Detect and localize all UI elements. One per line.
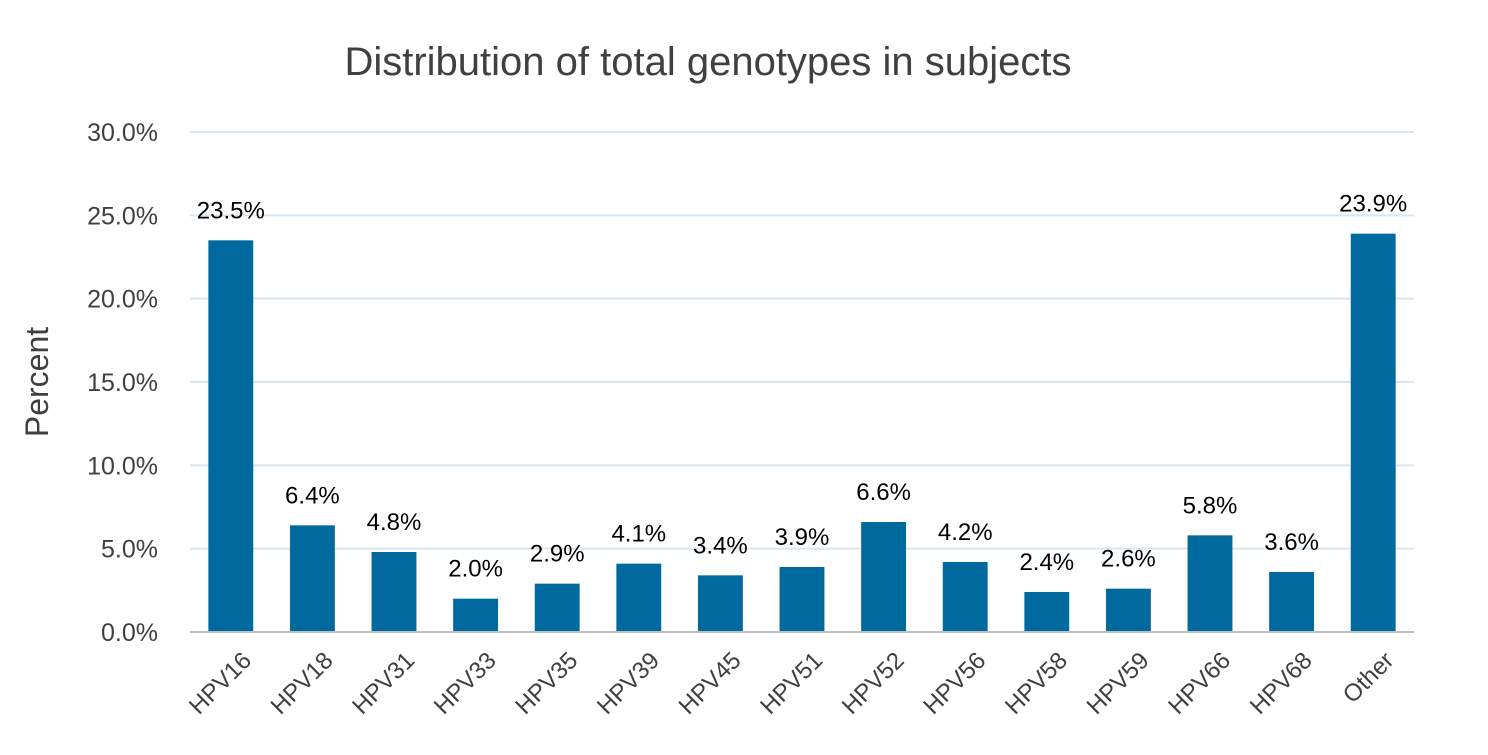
y-tick-label: 15.0%: [87, 369, 158, 397]
x-tick-label-hpv16: HPV16: [184, 647, 257, 720]
data-label-hpv68: 3.6%: [1264, 529, 1319, 556]
x-tick-label-hpv33: HPV33: [429, 647, 502, 720]
x-tick-label-hpv52: HPV52: [837, 647, 910, 720]
y-axis-label: Percent: [19, 327, 55, 437]
y-tick-label: 0.0%: [101, 619, 158, 647]
x-tick-label-other: Other: [1338, 647, 1400, 709]
x-tick-label-hpv66: HPV66: [1163, 647, 1236, 720]
data-label-hpv18: 6.4%: [285, 482, 340, 509]
bar-hpv45: [697, 575, 743, 632]
bar-hpv51: [779, 567, 825, 632]
y-tick-label: 30.0%: [87, 119, 158, 147]
x-tick-label-hpv59: HPV59: [1082, 647, 1155, 720]
x-tick-label-hpv56: HPV56: [918, 647, 991, 720]
y-tick-label: 25.0%: [87, 202, 158, 230]
bar-hpv66: [1187, 535, 1233, 632]
x-tick-label-hpv39: HPV39: [592, 647, 665, 720]
bar-hpv39: [616, 563, 662, 632]
bar-hpv58: [1024, 592, 1070, 632]
data-label-hpv16: 23.5%: [197, 197, 265, 224]
data-label-hpv66: 5.8%: [1183, 492, 1238, 519]
bar-hpv59: [1105, 588, 1151, 632]
bar-hpv56: [942, 562, 988, 632]
data-label-hpv59: 2.6%: [1101, 546, 1156, 573]
x-tick-label-hpv45: HPV45: [674, 647, 747, 720]
x-tick-label-hpv51: HPV51: [755, 647, 828, 720]
y-tick-label: 20.0%: [87, 286, 158, 314]
data-label-hpv56: 4.2%: [938, 519, 993, 546]
x-tick-label-hpv18: HPV18: [266, 647, 339, 720]
bars: [208, 233, 1396, 633]
bar-hpv33: [453, 598, 499, 632]
x-tick-label-hpv58: HPV58: [1000, 647, 1073, 720]
bar-other: [1350, 233, 1396, 632]
data-label-hpv45: 3.4%: [693, 532, 748, 559]
data-label-hpv52: 6.6%: [856, 479, 911, 506]
bar-hpv35: [534, 583, 580, 632]
x-tick-label-hpv31: HPV31: [347, 647, 420, 720]
bar-hpv52: [861, 522, 907, 632]
chart-title: Distribution of total genotypes in subje…: [344, 40, 1071, 84]
bar-hpv16: [208, 240, 254, 633]
y-axis-ticks: 0.0% 5.0% 10.0% 15.0% 20.0% 25.0% 30.0%: [87, 119, 158, 647]
data-label-other: 23.9%: [1339, 191, 1407, 218]
x-tick-label-hpv35: HPV35: [510, 647, 583, 720]
data-labels: 23.5% 6.4% 4.8% 2.0% 2.9% 4.1% 3.4% 3.9% 6.6% 4.2…: [197, 191, 1407, 583]
y-tick-label: 10.0%: [87, 452, 158, 480]
bar-hpv68: [1269, 572, 1315, 632]
data-label-hpv33: 2.0%: [448, 556, 503, 583]
gridlines: [190, 131, 1414, 550]
bar-hpv31: [371, 552, 417, 632]
x-tick-label-hpv68: HPV68: [1245, 647, 1318, 720]
data-label-hpv39: 4.1%: [611, 521, 666, 548]
x-axis-categories: HPV16 HPV18 HPV31 HPV33 HPV35 HPV39 HPV45 HPV51…: [184, 647, 1399, 720]
y-tick-label: 5.0%: [101, 536, 158, 564]
bar-hpv18: [289, 525, 335, 632]
data-label-hpv35: 2.9%: [530, 541, 585, 568]
data-label-hpv31: 4.8%: [367, 509, 422, 536]
data-label-hpv58: 2.4%: [1019, 549, 1074, 576]
data-label-hpv51: 3.9%: [775, 524, 830, 551]
